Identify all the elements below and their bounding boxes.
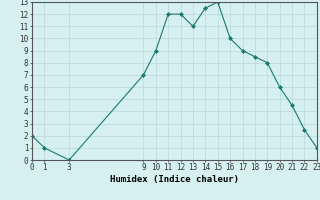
X-axis label: Humidex (Indice chaleur): Humidex (Indice chaleur) [110,175,239,184]
